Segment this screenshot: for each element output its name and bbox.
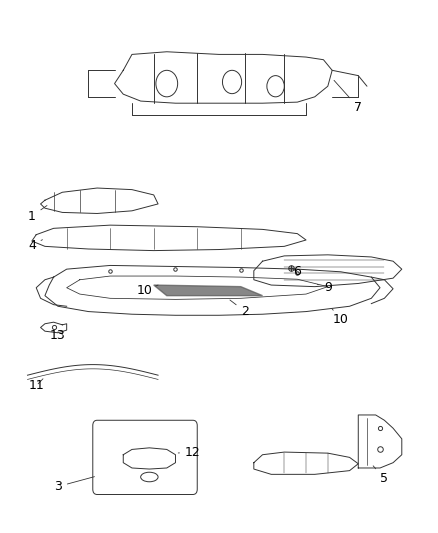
Text: 2: 2 (230, 300, 249, 318)
Text: 5: 5 (373, 466, 389, 485)
Polygon shape (154, 285, 262, 296)
Text: 7: 7 (334, 80, 362, 114)
Text: 4: 4 (28, 239, 42, 252)
Text: 10: 10 (137, 284, 158, 297)
Text: 13: 13 (50, 329, 66, 342)
Text: 12: 12 (178, 446, 201, 458)
Text: 6: 6 (293, 265, 301, 278)
Text: 9: 9 (318, 281, 332, 294)
Text: 10: 10 (332, 309, 349, 326)
Text: 11: 11 (28, 379, 44, 392)
Text: 1: 1 (28, 206, 47, 223)
Text: 3: 3 (54, 477, 95, 493)
